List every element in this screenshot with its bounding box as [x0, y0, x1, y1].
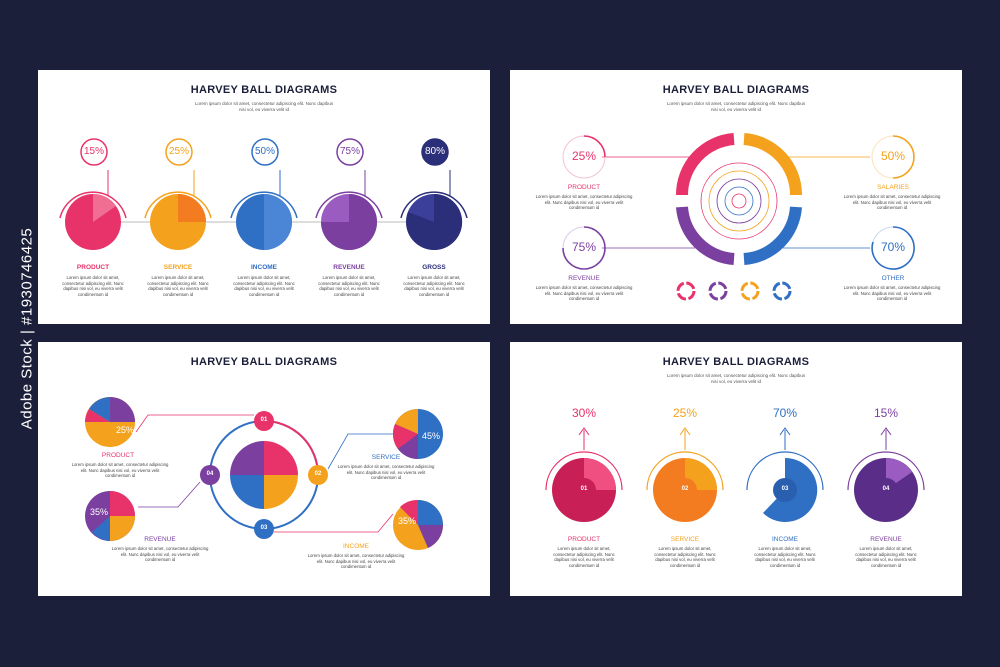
- percent-revenue: 75%: [571, 240, 597, 254]
- desc-revenue: Lorem ipsum dolor sit amet, consectetur …: [855, 546, 917, 568]
- step-number-03: 03: [781, 486, 789, 492]
- ring-revenue: [562, 226, 606, 270]
- pie-product: [85, 397, 135, 447]
- step-number-02: 02: [314, 471, 322, 477]
- percent-service: 25%: [168, 146, 189, 157]
- step-number-04: 04: [882, 486, 890, 492]
- percent-income: 35%: [397, 516, 416, 526]
- label-service: SERVICE: [371, 454, 401, 461]
- slide-1-graphic: [59, 138, 468, 250]
- harvey-ball-revenue: [315, 138, 383, 250]
- percent-other: 70%: [880, 240, 906, 254]
- percent-salaries: 50%: [880, 149, 906, 163]
- desc-other: Lorem ipsum dolor sit amet, consectetur …: [843, 285, 941, 302]
- percent-gross: 80%: [424, 146, 445, 157]
- harvey-ball-product: [545, 427, 623, 522]
- step-number-03: 03: [260, 525, 268, 531]
- ring-salaries: [871, 135, 915, 179]
- harvey-ball-revenue: [847, 427, 925, 522]
- desc-gross: Lorem ipsum dolor sit amet, consectetur …: [403, 275, 465, 297]
- harvey-ball-gross: [400, 138, 468, 250]
- percent-product: 30%: [571, 406, 597, 420]
- mini-ring-icons: [676, 281, 792, 301]
- desc-product: Lorem ipsum dolor sit amet, consectetur …: [71, 462, 169, 479]
- desc-product: Lorem ipsum dolor sit amet, consectetur …: [62, 275, 124, 297]
- slide-title: HARVEY BALL DIAGRAMS: [190, 356, 338, 368]
- slide-subtitle: Lorem ipsum dolor sit amet, consectetur …: [666, 373, 806, 384]
- central-ring-diagram: [675, 133, 803, 265]
- label-revenue: REVENUE: [144, 536, 176, 543]
- percent-income: 70%: [772, 406, 798, 420]
- slide-2-graphic: [562, 133, 915, 301]
- desc-revenue: Lorem ipsum dolor sit amet, consectetur …: [318, 275, 380, 297]
- harvey-ball-income: [230, 138, 298, 250]
- step-number-04: 04: [206, 471, 214, 477]
- percent-product: 25%: [571, 149, 597, 163]
- slide-title: HARVEY BALL DIAGRAMS: [190, 84, 338, 96]
- desc-salaries: Lorem ipsum dolor sit amet, consectetur …: [843, 194, 941, 211]
- ring-other: [871, 226, 915, 270]
- label-salaries: SALARIES: [877, 184, 909, 191]
- slide-title: HARVEY BALL DIAGRAMS: [662, 84, 810, 96]
- label-other: OTHER: [881, 275, 905, 282]
- desc-service: Lorem ipsum dolor sit amet, consectetur …: [147, 275, 209, 297]
- desc-product: Lorem ipsum dolor sit amet, consectetur …: [535, 194, 633, 211]
- desc-income: Lorem ipsum dolor sit amet, consectetur …: [233, 275, 295, 297]
- desc-product: Lorem ipsum dolor sit amet, consectetur …: [553, 546, 615, 568]
- label-product: PRODUCT: [567, 184, 601, 191]
- desc-service: Lorem ipsum dolor sit amet, consectetur …: [654, 546, 716, 568]
- percent-income: 50%: [254, 146, 275, 157]
- label-revenue: REVENUE: [568, 275, 600, 282]
- harvey-ball-product: [59, 138, 127, 250]
- label-revenue: REVENUE: [333, 264, 365, 271]
- slide-4-graphic: [545, 427, 925, 522]
- percent-revenue: 75%: [339, 146, 360, 157]
- desc-revenue: Lorem ipsum dolor sit amet, consectetur …: [535, 285, 633, 302]
- center-pie: [230, 441, 298, 509]
- label-revenue: REVENUE: [870, 536, 902, 543]
- desc-service: Lorem ipsum dolor sit amet, consectetur …: [337, 464, 435, 481]
- desc-income: Lorem ipsum dolor sit amet, consectetur …: [307, 553, 405, 570]
- label-income: INCOME: [343, 543, 369, 550]
- percent-service: 45%: [421, 431, 440, 441]
- pie-service: [392, 408, 443, 459]
- slide-title: HARVEY BALL DIAGRAMS: [662, 356, 810, 368]
- pie-income: [393, 499, 444, 550]
- step-number-02: 02: [681, 486, 689, 492]
- label-product: PRODUCT: [567, 536, 601, 543]
- ring-product: [562, 135, 606, 179]
- slide-4: HARVEY BALL DIAGRAMS Lorem ipsum dolor s…: [510, 342, 962, 596]
- label-service: SERVICE: [670, 536, 700, 543]
- step-number-01: 01: [260, 417, 268, 423]
- step-number-01: 01: [580, 486, 588, 492]
- percent-service: 25%: [672, 406, 698, 420]
- label-income: INCOME: [251, 264, 277, 271]
- desc-revenue: Lorem ipsum dolor sit amet, consectetur …: [111, 546, 209, 563]
- harvey-ball-service: [646, 427, 724, 522]
- label-income: INCOME: [772, 536, 798, 543]
- slide-subtitle: Lorem ipsum dolor sit amet, consectetur …: [194, 101, 334, 112]
- slide-1: HARVEY BALL DIAGRAMS Lorem ipsum dolor s…: [38, 70, 490, 324]
- slide-3-graphic: [85, 397, 444, 550]
- percent-product: 25%: [115, 425, 134, 435]
- stock-id-watermark: Adobe Stock | #193074642​5: [18, 227, 36, 430]
- desc-income: Lorem ipsum dolor sit amet, consectetur …: [754, 546, 816, 568]
- harvey-ball-income: [746, 427, 824, 522]
- harvey-ball-service: [144, 138, 212, 250]
- label-product: PRODUCT: [101, 452, 135, 459]
- slide-subtitle: Lorem ipsum dolor sit amet, consectetur …: [666, 101, 806, 112]
- label-product: PRODUCT: [76, 264, 110, 271]
- label-gross: GROSS: [422, 264, 446, 271]
- slide-2: HARVEY BALL DIAGRAMS Lorem ipsum dolor s…: [510, 70, 962, 324]
- label-service: SERVICE: [163, 264, 193, 271]
- pie-revenue: [85, 491, 135, 541]
- percent-revenue: 15%: [873, 406, 899, 420]
- percent-product: 15%: [83, 146, 104, 157]
- percent-revenue: 35%: [89, 507, 108, 517]
- slide-3: HARVEY BALL DIAGRAMS 01 02 03 04 25% 35%…: [38, 342, 490, 596]
